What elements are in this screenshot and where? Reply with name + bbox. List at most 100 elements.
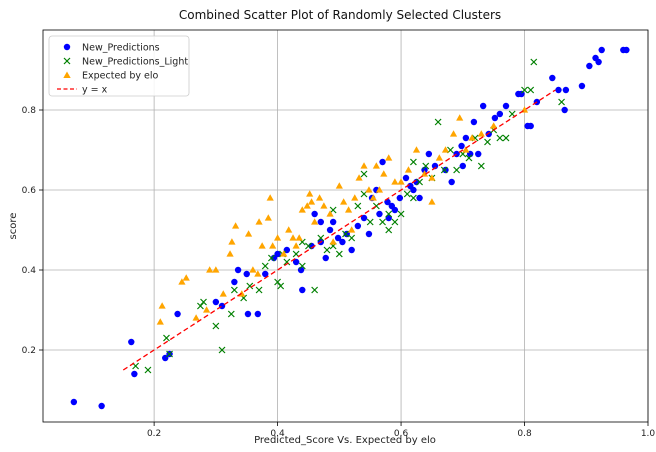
point-new-predictions xyxy=(561,106,568,114)
point-new-predictions-light xyxy=(305,242,312,250)
point-new-predictions xyxy=(322,254,329,262)
legend-marker-expected-by-elo xyxy=(63,71,71,78)
point-new-predictions-light xyxy=(453,166,461,174)
point-expected-by-elo xyxy=(380,170,388,177)
point-new-predictions xyxy=(485,130,492,138)
point-expected-by-elo xyxy=(320,202,328,209)
point-new-predictions-light xyxy=(440,166,448,174)
point-new-predictions xyxy=(360,214,368,222)
point-new-predictions-light xyxy=(246,282,254,290)
x-tick-label: 1.0 xyxy=(641,429,656,439)
point-expected-by-elo xyxy=(326,210,334,217)
x-axis-label: Predicted_Score Vs. Expected by elo xyxy=(254,435,436,446)
legend-box xyxy=(48,35,190,97)
point-new-predictions-light xyxy=(335,250,343,258)
point-expected-by-elo xyxy=(315,194,324,201)
point-new-predictions-light xyxy=(166,350,173,358)
point-expected-by-elo xyxy=(266,194,274,201)
point-expected-by-elo xyxy=(273,234,282,241)
point-new-predictions-light xyxy=(267,254,275,262)
point-new-predictions-light xyxy=(434,118,442,126)
point-new-predictions xyxy=(458,142,465,150)
point-new-predictions-light xyxy=(277,282,285,290)
point-expected-by-elo xyxy=(462,146,470,153)
point-new-predictions xyxy=(348,246,355,254)
point-new-predictions xyxy=(410,186,417,194)
point-new-predictions xyxy=(453,150,460,158)
point-new-predictions-light xyxy=(403,190,411,198)
point-new-predictions-light xyxy=(329,206,337,214)
point-new-predictions xyxy=(459,162,466,170)
point-expected-by-elo xyxy=(178,278,186,285)
point-expected-by-elo xyxy=(182,274,190,281)
point-new-predictions-light xyxy=(558,98,565,106)
plot-frame xyxy=(42,29,649,423)
point-expected-by-elo xyxy=(397,178,405,185)
point-new-predictions-light xyxy=(391,218,399,226)
point-new-predictions xyxy=(555,86,562,94)
point-expected-by-elo xyxy=(311,218,319,225)
point-new-predictions-light xyxy=(521,86,528,94)
point-new-predictions xyxy=(623,46,630,54)
point-new-predictions xyxy=(334,234,342,242)
point-expected-by-elo xyxy=(202,306,211,313)
legend-marker-new-predictions-light xyxy=(63,57,71,65)
point-new-predictions xyxy=(518,90,525,98)
point-new-predictions-light xyxy=(360,170,368,178)
point-new-predictions-light xyxy=(227,310,235,318)
point-new-predictions-light xyxy=(354,202,362,210)
data-points xyxy=(70,46,630,410)
point-new-predictions-light xyxy=(255,286,263,294)
point-new-predictions xyxy=(425,150,433,158)
y-tick-label: 0.2 xyxy=(22,346,36,356)
legend: New_Predictions New_Predictions_Light Ex… xyxy=(48,35,190,97)
point-expected-by-elo xyxy=(360,162,368,169)
legend-label-expected-by-elo: Expected by elo xyxy=(82,71,158,82)
point-new-predictions-light xyxy=(342,230,349,238)
point-new-predictions xyxy=(244,310,252,318)
point-new-predictions xyxy=(502,102,510,110)
point-new-predictions-light xyxy=(409,158,417,166)
point-new-predictions xyxy=(254,310,262,318)
point-new-predictions xyxy=(131,370,138,378)
point-expected-by-elo xyxy=(344,206,353,213)
legend-marker-new-predictions xyxy=(63,43,71,51)
grid-lines xyxy=(43,30,649,422)
point-new-predictions-light xyxy=(196,302,204,310)
point-expected-by-elo xyxy=(365,186,373,193)
point-new-predictions xyxy=(70,398,78,406)
point-expected-by-elo xyxy=(468,134,476,141)
point-expected-by-elo xyxy=(477,130,485,137)
point-expected-by-elo xyxy=(269,242,277,249)
point-expected-by-elo xyxy=(456,114,464,121)
point-new-predictions-light xyxy=(317,234,325,242)
point-new-predictions-light xyxy=(212,322,220,330)
point-expected-by-elo xyxy=(254,270,262,277)
point-new-predictions xyxy=(326,226,334,234)
point-expected-by-elo xyxy=(355,174,363,181)
point-expected-by-elo xyxy=(285,226,293,233)
point-new-predictions-light xyxy=(397,210,405,218)
point-new-predictions-light xyxy=(527,86,535,94)
point-new-predictions xyxy=(292,258,300,266)
point-new-predictions-light xyxy=(366,218,374,226)
point-new-predictions xyxy=(234,266,242,274)
legend-label-new-predictions-light: New_Predictions_Light xyxy=(82,57,188,68)
point-new-predictions xyxy=(396,194,404,202)
x-tick-label: 0.2 xyxy=(147,429,161,439)
point-new-predictions-light xyxy=(163,334,170,342)
point-new-predictions-light xyxy=(298,262,306,270)
point-expected-by-elo xyxy=(212,266,220,273)
point-new-predictions xyxy=(442,166,449,174)
point-expected-by-elo xyxy=(192,314,200,321)
x-tick-label: 0.4 xyxy=(270,429,285,439)
point-new-predictions xyxy=(475,150,482,158)
point-expected-by-elo xyxy=(449,130,458,137)
point-new-predictions-light xyxy=(230,286,238,294)
point-new-predictions xyxy=(329,218,337,226)
y-axis-label: score xyxy=(8,213,19,240)
point-new-predictions xyxy=(462,134,470,142)
x-tick-label: 0.6 xyxy=(394,429,409,439)
point-expected-by-elo xyxy=(228,238,236,245)
point-new-predictions xyxy=(174,310,181,318)
